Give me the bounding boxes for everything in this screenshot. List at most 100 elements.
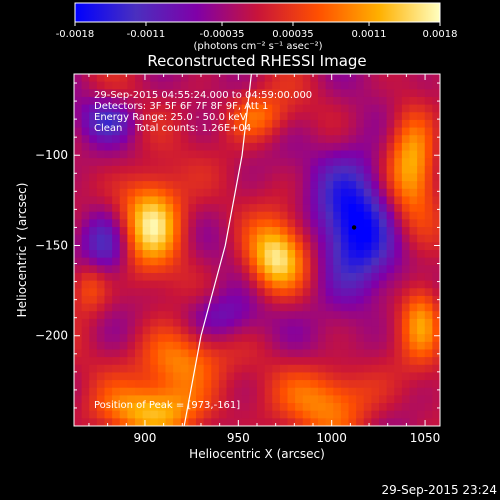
heatmap-cell	[218, 403, 228, 412]
heatmap-cell	[127, 418, 136, 426]
heatmap-cell	[379, 341, 388, 351]
heatmap-cell	[394, 211, 403, 220]
heatmap-cell	[340, 265, 350, 274]
heatmap-cell	[96, 89, 106, 98]
heatmap-cell	[386, 211, 395, 220]
heatmap-cell	[279, 81, 289, 90]
heatmap-cell	[394, 112, 403, 121]
heatmap-cell	[363, 357, 372, 366]
heatmap-cell	[96, 227, 106, 236]
heatmap-cell	[112, 89, 121, 98]
heatmap-cell	[127, 142, 136, 152]
heatmap-cell	[180, 395, 189, 404]
heatmap-cell	[409, 303, 418, 312]
heatmap-cell	[424, 142, 433, 152]
heatmap-cell	[257, 188, 266, 198]
heatmap-cell	[394, 410, 403, 419]
heatmap-cell	[234, 181, 243, 190]
heatmap-cell	[302, 272, 311, 282]
heatmap-cell	[432, 349, 440, 358]
heatmap-cell	[363, 250, 372, 259]
heatmap-cell	[417, 150, 426, 159]
heatmap-cell	[356, 181, 365, 190]
heatmap-cell	[81, 188, 90, 198]
heatmap-cell	[401, 303, 411, 312]
heatmap-cell	[264, 135, 273, 144]
heatmap-cell	[74, 211, 83, 220]
heatmap-cell	[150, 181, 159, 190]
heatmap-cell	[356, 89, 365, 98]
heatmap-cell	[180, 204, 189, 213]
heatmap-cell	[196, 242, 205, 251]
heatmap-cell	[424, 181, 433, 190]
heatmap-cell	[295, 272, 304, 282]
heatmap-cell	[310, 288, 319, 297]
heatmap-cell	[112, 96, 121, 106]
heatmap-cell	[432, 326, 440, 335]
heatmap-cell	[89, 288, 98, 297]
heatmap-cell	[279, 403, 289, 412]
heatmap-cell	[401, 395, 411, 404]
heatmap-cell	[135, 234, 144, 243]
heatmap-cell	[157, 265, 167, 274]
heatmap-cell	[318, 112, 327, 121]
heatmap-cell	[226, 104, 235, 113]
heatmap-cell	[432, 334, 440, 343]
heatmap-cell	[211, 357, 220, 366]
heatmap-cell	[211, 387, 220, 396]
heatmap-cell	[295, 81, 304, 90]
heatmap-cell	[371, 387, 380, 396]
heatmap-cell	[226, 372, 235, 381]
heatmap-cell	[218, 173, 228, 182]
heatmap-cell	[257, 104, 266, 113]
heatmap-cell	[180, 311, 189, 320]
heatmap-cell	[401, 219, 411, 228]
heatmap-cell	[211, 311, 220, 320]
annotation-detectors: Detectors: 3F 5F 6F 7F 8F 9F, Att 1	[94, 101, 268, 112]
heatmap-cell	[371, 318, 380, 328]
heatmap-cell	[340, 104, 350, 113]
heatmap-cell	[74, 142, 83, 152]
heatmap-cell	[279, 395, 289, 404]
heatmap-cell	[104, 211, 113, 220]
heatmap-cell	[257, 196, 266, 205]
heatmap-cell	[318, 188, 327, 198]
heatmap-cell	[180, 112, 189, 121]
heatmap-cell	[249, 96, 258, 106]
heatmap-cell	[150, 81, 159, 90]
heatmap-cell	[226, 96, 235, 106]
heatmap-cell	[432, 250, 440, 259]
heatmap-cell	[333, 196, 342, 205]
heatmap-cell	[142, 227, 151, 236]
heatmap-cell	[218, 119, 228, 129]
heatmap-cell	[371, 418, 380, 426]
heatmap-cell	[333, 81, 342, 90]
heatmap-cell	[218, 311, 228, 320]
heatmap-cell	[74, 334, 83, 343]
heatmap-cell	[119, 150, 128, 159]
heatmap-cell	[211, 127, 220, 136]
heatmap-cell	[234, 364, 243, 374]
heatmap-cell	[356, 219, 365, 228]
heatmap-cell	[302, 142, 311, 152]
heatmap-cell	[424, 188, 433, 198]
heatmap-cell	[310, 250, 319, 259]
heatmap-cell	[386, 135, 395, 144]
heatmap-cell	[196, 265, 205, 274]
heatmap-cell	[264, 104, 273, 113]
heatmap-cell	[348, 158, 357, 167]
heatmap-cell	[142, 403, 151, 412]
heatmap-cell	[241, 142, 250, 152]
heatmap-cell	[417, 372, 426, 381]
heatmap-cell	[394, 280, 403, 289]
heatmap-cell	[264, 150, 273, 159]
heatmap-cell	[135, 96, 144, 106]
heatmap-cell	[96, 96, 106, 106]
heatmap-cell	[203, 265, 212, 274]
heatmap-cell	[173, 96, 182, 106]
heatmap-cell	[325, 219, 334, 228]
heatmap-cell	[89, 219, 98, 228]
heatmap-cell	[356, 127, 365, 136]
heatmap-cell	[409, 211, 418, 220]
heatmap-cell	[417, 272, 426, 282]
